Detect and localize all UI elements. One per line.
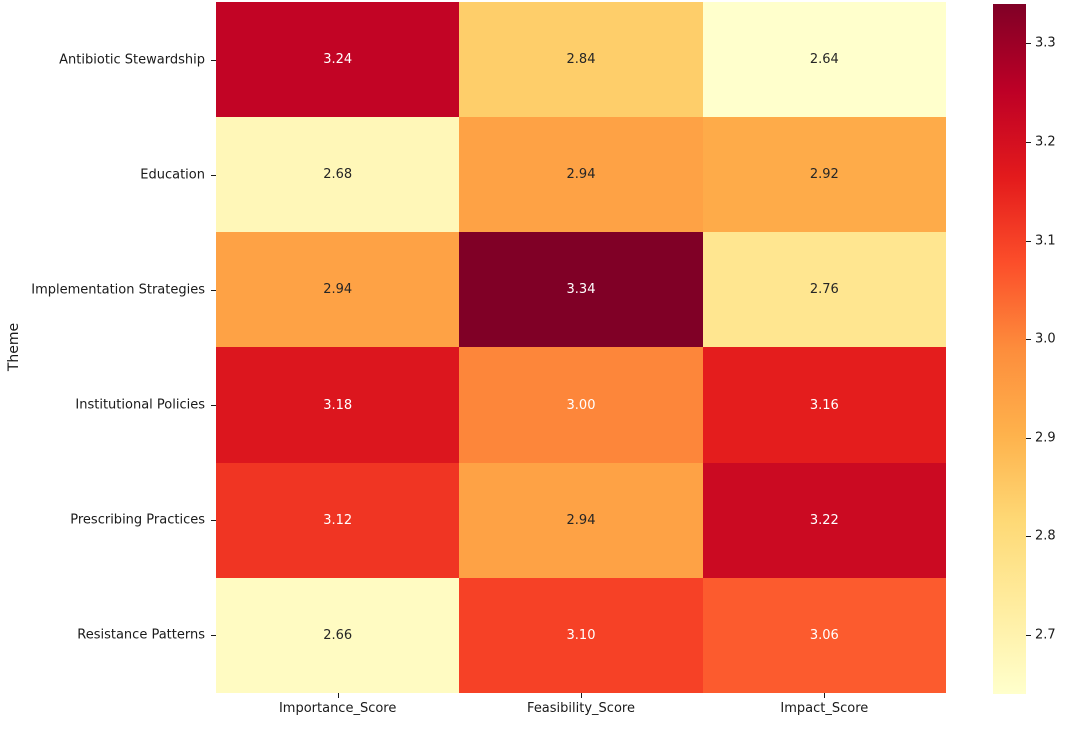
heatmap-cell-r2c0: 2.94 xyxy=(216,232,460,348)
heatmap-grid: 3.24 2.84 2.64 2.68 2.94 2.92 2.94 3.34 2.76 3.18… xyxy=(216,2,946,693)
y-tick-mark xyxy=(211,59,216,61)
x-tick-label-0: Importance_Score xyxy=(278,701,397,716)
cell-value-label: 2.68 xyxy=(323,167,353,183)
cell-value-label: 3.00 xyxy=(566,397,596,413)
heatmap-cell-r0c0: 3.24 xyxy=(216,2,460,118)
x-tick-mark xyxy=(581,693,582,698)
colorbar-tick-mark xyxy=(1026,536,1031,538)
y-tick-label-4: Prescribing Practices xyxy=(70,512,205,528)
cell-value-label: 2.76 xyxy=(809,282,839,298)
cell-value-label: 3.10 xyxy=(566,627,596,643)
cell-value-label: 2.66 xyxy=(323,627,353,643)
heatmap-cell-r1c0: 2.68 xyxy=(216,117,460,233)
heatmap-cell-r5c1: 3.10 xyxy=(459,577,703,693)
cell-value-label: 3.12 xyxy=(323,512,353,528)
colorbar-tick-label: 3.3 xyxy=(1035,35,1056,51)
heatmap-cell-r0c1: 2.84 xyxy=(459,2,703,118)
colorbar-tick-mark xyxy=(1026,634,1031,636)
y-tick-label-0: Antibiotic Stewardship xyxy=(59,52,205,68)
y-tick-mark xyxy=(211,405,216,407)
y-tick-mark xyxy=(211,635,216,637)
y-tick-mark xyxy=(211,520,216,522)
heatmap-cell-r3c1: 3.00 xyxy=(459,347,703,463)
heatmap-cell-r4c1: 2.94 xyxy=(459,462,703,578)
heatmap-cell-r2c1: 3.34 xyxy=(459,232,703,348)
colorbar-tick-mark xyxy=(1026,437,1031,439)
y-tick-mark xyxy=(211,174,216,176)
colorbar-tick-label: 3.1 xyxy=(1035,233,1056,249)
colorbar-tick-label: 2.9 xyxy=(1035,430,1056,446)
cell-value-label: 3.18 xyxy=(323,397,353,413)
cell-value-label: 2.64 xyxy=(809,52,839,68)
colorbar-tick-mark xyxy=(1026,339,1031,341)
y-axis-tick-labels: Antibiotic Stewardship Education Implement… xyxy=(0,2,205,693)
cell-value-label: 3.06 xyxy=(809,627,839,643)
cell-value-label: 3.34 xyxy=(566,282,596,298)
cell-value-label: 3.16 xyxy=(809,397,839,413)
cell-value-label: 2.94 xyxy=(566,167,596,183)
heatmap-cell-r4c2: 3.22 xyxy=(702,462,946,578)
y-tick-mark xyxy=(211,289,216,291)
colorbar-tick-mark xyxy=(1026,240,1031,242)
x-tick-label-1: Feasibility_Score xyxy=(527,701,635,716)
y-tick-label-5: Resistance Patterns xyxy=(77,627,205,643)
x-tick-mark xyxy=(824,693,826,698)
y-tick-label-3: Institutional Policies xyxy=(75,397,205,413)
x-tick-label-2: Impact_Score xyxy=(780,701,869,716)
colorbar-tick-label: 2.7 xyxy=(1035,627,1056,643)
cell-value-label: 2.92 xyxy=(809,167,839,183)
colorbar-tick-label: 3.2 xyxy=(1035,134,1056,150)
heatmap-cell-r2c2: 2.76 xyxy=(702,232,946,348)
colorbar-tick-mark xyxy=(1026,142,1031,143)
heatmap-cell-r3c0: 3.18 xyxy=(216,347,460,463)
cell-value-label: 2.84 xyxy=(566,52,596,68)
heatmap-cell-r0c2: 2.64 xyxy=(702,2,946,118)
cell-value-label: 3.24 xyxy=(323,52,353,68)
colorbar-tick-label: 3.0 xyxy=(1035,331,1056,347)
colorbar xyxy=(993,4,1026,694)
heatmap-cell-r4c0: 3.12 xyxy=(216,462,460,578)
heatmap-cell-r5c2: 3.06 xyxy=(702,577,946,693)
heatmap-cell-r1c2: 2.92 xyxy=(702,117,946,233)
colorbar-tick-label: 2.8 xyxy=(1035,528,1056,544)
cell-value-label: 2.94 xyxy=(323,282,353,298)
cell-value-label: 3.22 xyxy=(809,512,839,528)
heatmap-cell-r1c1: 2.94 xyxy=(459,117,703,233)
x-tick-mark xyxy=(337,693,339,698)
cell-value-label: 2.94 xyxy=(566,512,596,528)
y-tick-label-1: Education xyxy=(140,167,205,183)
heatmap-cell-r5c0: 2.66 xyxy=(216,577,460,693)
colorbar-tick-mark xyxy=(1026,43,1031,45)
y-tick-label-2: Implementation Strategies xyxy=(31,282,205,298)
heatmap-cell-r3c2: 3.16 xyxy=(702,347,946,463)
